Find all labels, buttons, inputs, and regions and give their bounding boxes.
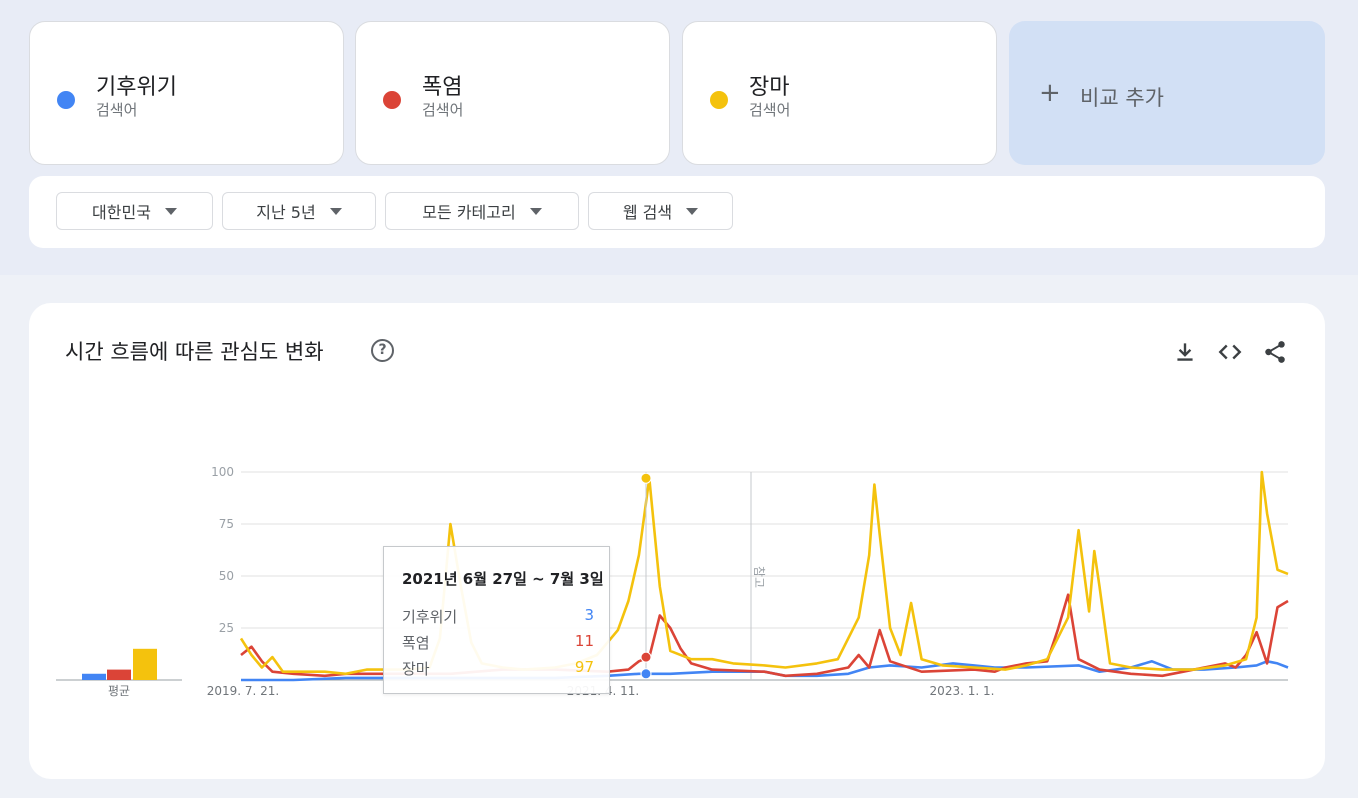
term-color-dot — [57, 91, 75, 109]
y-tick-label: 50 — [219, 569, 234, 583]
y-tick-label: 25 — [219, 621, 234, 635]
filter-bar: 대한민국 지난 5년 모든 카테고리 웹 검색 — [29, 176, 1325, 248]
tooltip-row: 기후위기 3 — [402, 606, 594, 627]
term-color-dot — [710, 91, 728, 109]
average-label: 평균 — [108, 684, 130, 698]
term-name[interactable]: 장마 — [749, 75, 790, 100]
term-card-3[interactable]: 장마 검색어 — [682, 21, 997, 165]
dropdown-caret-icon — [329, 207, 342, 215]
search-type-filter[interactable]: 웹 검색 — [588, 192, 733, 230]
average-bar — [133, 648, 157, 680]
dropdown-caret-icon — [686, 207, 699, 215]
tooltip-value: 97 — [574, 658, 594, 676]
x-tick-label: 2023. 1. 1. — [930, 684, 995, 698]
chart-tooltip: 2021년 6월 27일 ~ 7월 3일 기후위기 3 폭염 11 장마 97 — [383, 546, 610, 694]
tooltip-term: 폭염 — [402, 634, 430, 652]
time-range-filter[interactable]: 지난 5년 — [222, 192, 376, 230]
y-tick-label: 75 — [219, 517, 234, 531]
add-comparison-button[interactable]: + 비교 추가 — [1009, 21, 1325, 165]
term-type: 검색어 — [422, 101, 464, 119]
term-card-1[interactable]: 기후위기 검색어 — [29, 21, 344, 165]
term-type: 검색어 — [749, 101, 791, 119]
help-circle-icon[interactable]: ? — [371, 339, 394, 362]
dropdown-caret-icon — [164, 207, 177, 215]
tooltip-row: 장마 97 — [402, 658, 594, 679]
term-name[interactable]: 폭염 — [422, 75, 463, 100]
interest-over-time-card: 시간 흐름에 따른 관심도 변화 ? — [29, 303, 1325, 779]
hover-point — [640, 472, 652, 484]
term-card-2[interactable]: 폭염 검색어 — [355, 21, 670, 165]
dropdown-caret-icon — [529, 207, 542, 215]
tooltip-term: 장마 — [402, 660, 430, 678]
add-comparison-label: 비교 추가 — [1080, 86, 1164, 110]
term-type: 검색어 — [96, 101, 138, 119]
embed-code-icon[interactable] — [1217, 339, 1243, 365]
term-name[interactable]: 기후위기 — [96, 75, 177, 100]
hover-point — [640, 668, 652, 680]
x-tick-label: 2019. 7. 21. — [207, 684, 280, 698]
y-tick-label: 100 — [211, 465, 234, 479]
term-color-dot — [383, 91, 401, 109]
download-icon[interactable] — [1172, 339, 1198, 365]
tooltip-value: 3 — [584, 606, 594, 624]
average-bar — [82, 673, 106, 680]
region-filter[interactable]: 대한민국 — [56, 192, 213, 230]
chart-title: 시간 흐름에 따른 관심도 변화 — [65, 340, 324, 364]
filter-label: 지난 5년 — [256, 203, 316, 222]
hover-point — [640, 651, 652, 663]
filter-label: 모든 카테고리 — [422, 203, 516, 222]
share-icon[interactable] — [1262, 339, 1288, 365]
filter-label: 대한민국 — [92, 203, 151, 222]
category-filter[interactable]: 모든 카테고리 — [385, 192, 579, 230]
filter-label: 웹 검색 — [622, 203, 673, 222]
tooltip-term: 기후위기 — [402, 608, 458, 626]
average-bar — [107, 669, 131, 680]
tooltip-row: 폭염 11 — [402, 632, 594, 653]
plus-icon: + — [1039, 78, 1061, 108]
note-label: 참고 — [752, 566, 766, 588]
tooltip-date-range: 2021년 6월 27일 ~ 7월 3일 — [402, 570, 604, 588]
tooltip-value: 11 — [574, 632, 594, 650]
